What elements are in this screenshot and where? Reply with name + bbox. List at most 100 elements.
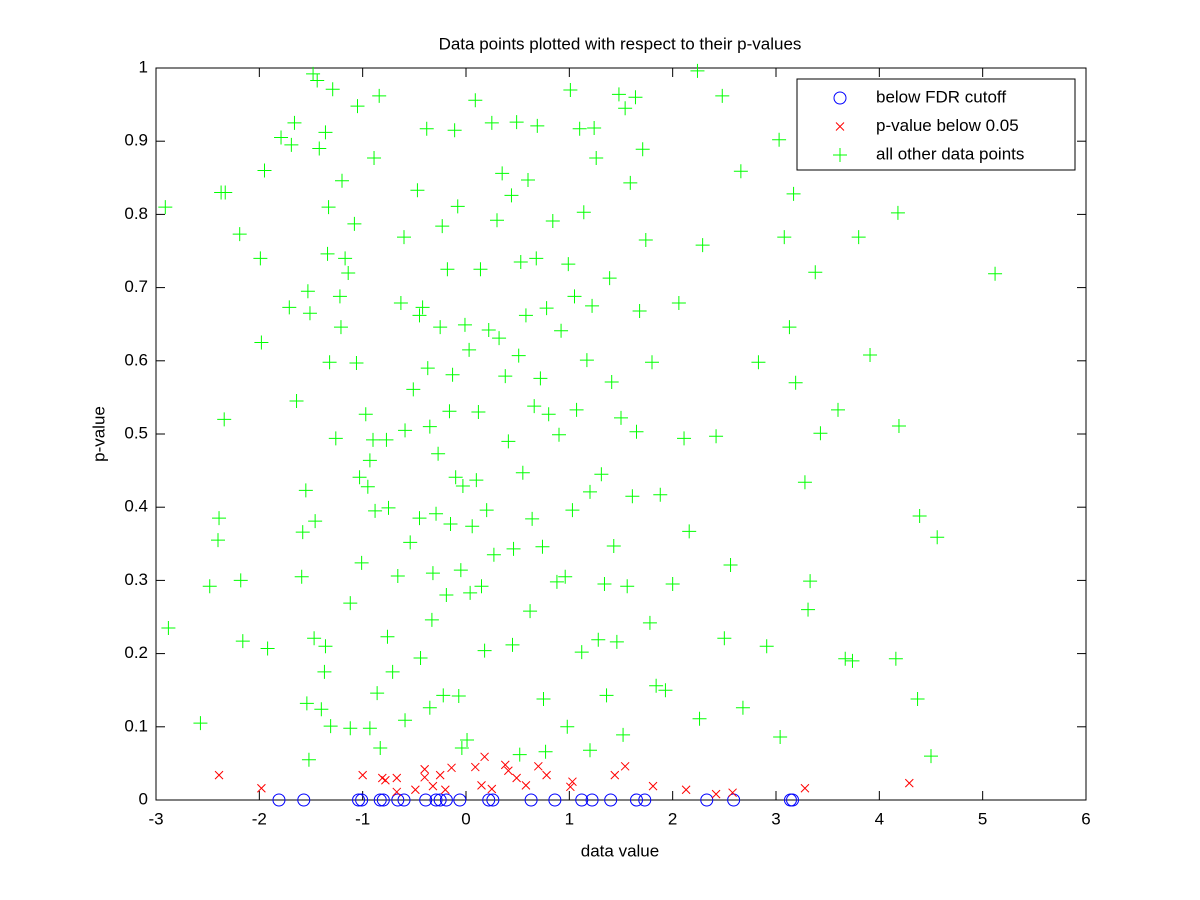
data-point [561, 257, 576, 272]
data-point [677, 431, 692, 446]
data-point [700, 793, 714, 807]
data-point [759, 639, 774, 654]
data-point [492, 331, 507, 346]
data-point [591, 632, 606, 647]
y-tick-label: 0 [139, 789, 148, 808]
data-point [735, 700, 750, 715]
data-point [420, 772, 430, 782]
data-point [671, 295, 686, 310]
data-point [786, 186, 801, 201]
data-point [567, 289, 582, 304]
data-point [587, 121, 602, 136]
data-point [487, 784, 497, 794]
data-point [988, 266, 1003, 281]
x-tick-label: 0 [461, 809, 470, 828]
y-tick-label: 0.4 [124, 497, 148, 516]
data-point [373, 741, 388, 756]
data-point [333, 320, 348, 335]
data-point [620, 761, 630, 771]
data-point [358, 770, 368, 780]
data-point [542, 770, 551, 780]
data-point [218, 185, 233, 200]
legend: below FDR cutoff p-value below 0.05 all ot… [796, 78, 1076, 171]
data-point [350, 99, 365, 114]
data-point [525, 511, 540, 526]
data-point [460, 732, 475, 747]
data-point [565, 503, 580, 518]
data-point [310, 73, 325, 88]
data-point [338, 251, 353, 266]
data-point [610, 770, 620, 780]
data-point [560, 719, 575, 734]
data-point [448, 470, 463, 485]
data-point [463, 585, 478, 600]
data-point [572, 121, 587, 136]
data-point [440, 785, 450, 795]
data-point [412, 308, 427, 323]
data-point [751, 355, 766, 370]
data-point [930, 530, 945, 545]
data-point [611, 87, 626, 102]
data-point [583, 743, 597, 758]
data-point [425, 566, 440, 581]
data-point [554, 323, 569, 338]
data-point [295, 525, 310, 540]
data-point [406, 382, 421, 397]
x-tick-label: 2 [668, 809, 677, 828]
data-point [317, 664, 332, 679]
data-point [254, 335, 269, 350]
data-point [782, 320, 797, 335]
data-point [524, 793, 538, 807]
data-point [638, 793, 652, 807]
data-point [453, 793, 467, 807]
data-point [910, 691, 925, 706]
data-point [642, 615, 657, 630]
data-point [362, 453, 377, 468]
data-point [658, 683, 673, 698]
data-point [813, 426, 828, 441]
data-point [435, 219, 450, 234]
data-point [576, 205, 591, 220]
data-point [715, 88, 730, 103]
data-point [335, 173, 349, 188]
data-point [322, 355, 337, 370]
data-point [381, 775, 390, 785]
data-point [579, 353, 594, 368]
data-point [512, 747, 527, 762]
data-point [343, 596, 358, 611]
data-point [442, 404, 457, 419]
y-tick-label: 0.2 [124, 643, 148, 662]
data-point [398, 423, 413, 438]
data-point [376, 793, 390, 807]
data-point [504, 766, 513, 776]
data-point [343, 721, 358, 736]
data-point [538, 744, 553, 759]
data-point [454, 741, 469, 756]
data-point [380, 629, 395, 644]
legend-marker [833, 148, 847, 162]
data-point [484, 115, 499, 130]
data-point [397, 230, 411, 245]
data-point [381, 500, 396, 515]
data-point [618, 101, 633, 116]
data-point [645, 355, 659, 370]
data-point [585, 793, 599, 807]
data-point [481, 323, 496, 338]
data-point [318, 125, 333, 140]
data-point [410, 183, 425, 198]
data-point [630, 793, 644, 807]
data-point [891, 418, 906, 433]
data-point [299, 696, 314, 711]
data-point [282, 300, 297, 315]
data-point [635, 142, 650, 157]
data-point [390, 569, 405, 584]
x-tick-label: -3 [148, 809, 163, 828]
data-point [320, 246, 335, 261]
data-point [486, 547, 501, 562]
data-point [552, 427, 566, 442]
data-point [606, 538, 621, 553]
legend-marker [833, 91, 847, 105]
data-point [623, 175, 638, 190]
data-point [589, 151, 604, 166]
data-point [212, 511, 227, 526]
